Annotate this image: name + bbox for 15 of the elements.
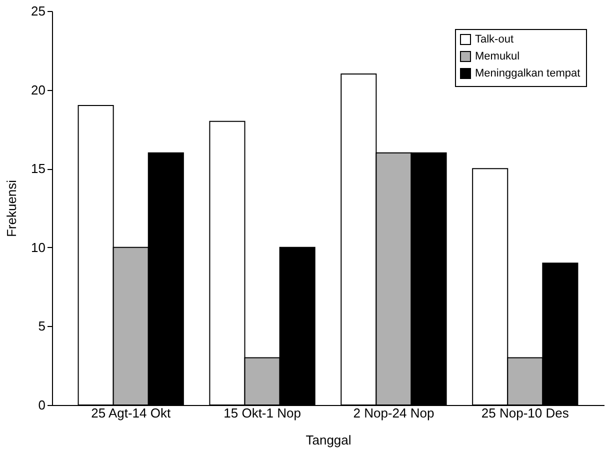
legend-label: Meninggalkan tempat [475, 68, 580, 80]
x-tick-label: 2 Nop-24 Nop [353, 406, 434, 420]
legend-label: Memukul [475, 50, 520, 62]
y-tick-label: 25 [31, 4, 46, 18]
x-tick-label: 15 Okt-1 Nop [224, 406, 301, 420]
y-tick-label: 20 [31, 82, 46, 98]
y-tick-label: 5 [38, 318, 46, 334]
y-tick-label: 0 [38, 398, 46, 412]
legend-label: Talk-out [475, 34, 514, 46]
x-tick-label: 25 Agt-14 Okt [91, 406, 171, 420]
x-axis-title: Tanggal [306, 432, 352, 448]
y-axis-title: Frekuensi [4, 180, 20, 238]
y-tick-label: 10 [31, 240, 46, 255]
x-tick-label: 25 Nop-10 Des [481, 406, 570, 420]
y-tick-label: 15 [31, 161, 46, 176]
